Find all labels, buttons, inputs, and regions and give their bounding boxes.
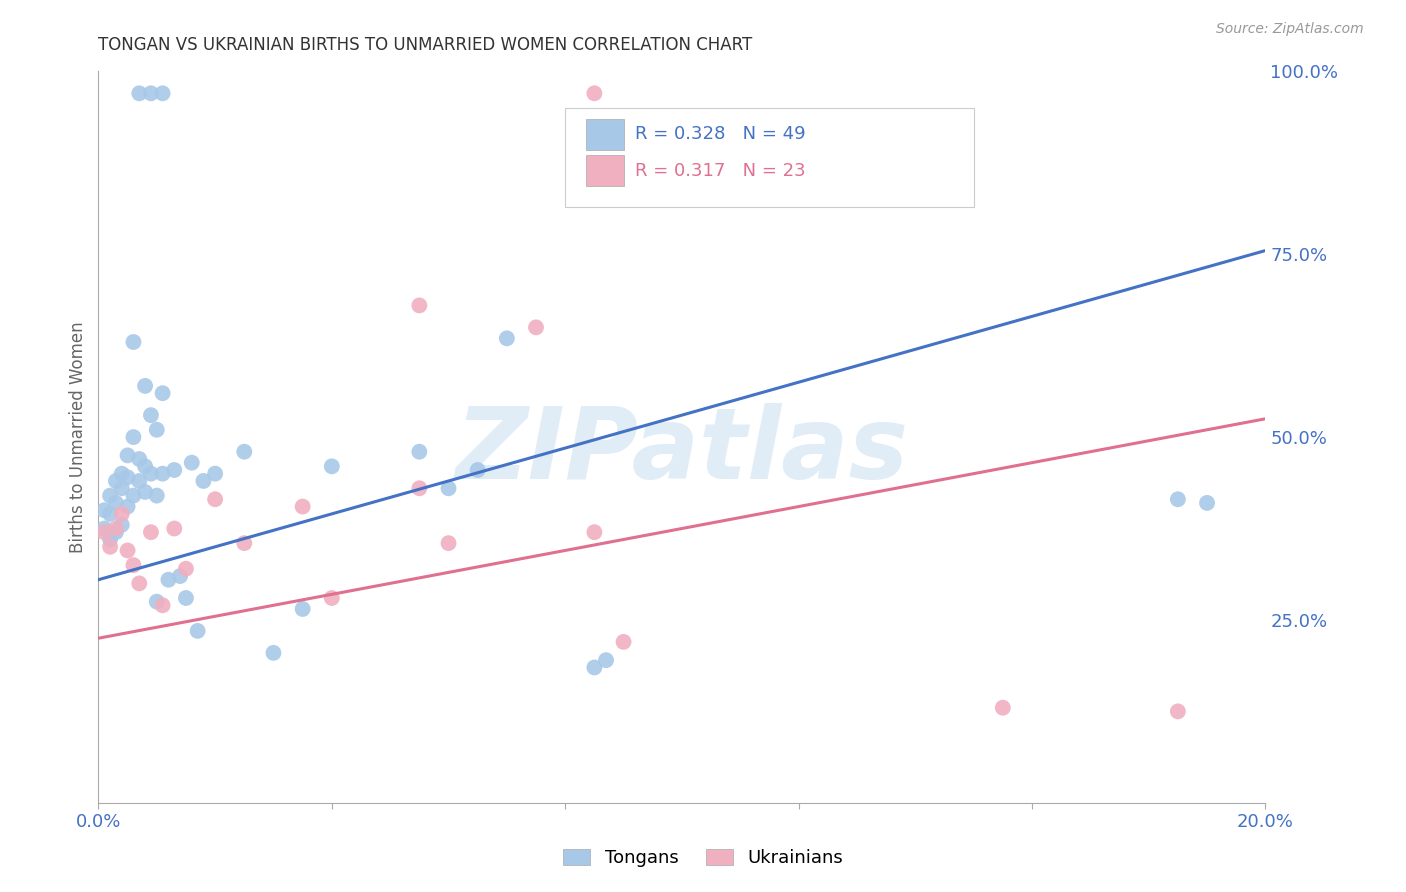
Point <box>139 87 162 101</box>
Point <box>117 470 139 484</box>
Text: R = 0.328   N = 49: R = 0.328 N = 49 <box>636 125 806 144</box>
Point <box>98 533 121 547</box>
Point <box>1167 705 1189 719</box>
Point <box>117 448 139 462</box>
Point <box>122 430 145 444</box>
Point <box>163 521 186 535</box>
Point <box>104 474 127 488</box>
Point <box>174 562 197 576</box>
FancyBboxPatch shape <box>586 119 623 150</box>
Point <box>437 536 460 550</box>
Point <box>104 525 127 540</box>
Point <box>122 334 145 349</box>
Point <box>98 540 121 554</box>
Point <box>117 543 139 558</box>
Point <box>157 573 180 587</box>
Point <box>174 591 197 605</box>
Point <box>93 503 115 517</box>
Point <box>408 298 430 312</box>
Point <box>134 459 156 474</box>
Point <box>583 87 606 101</box>
Point <box>152 386 174 401</box>
Point <box>595 653 617 667</box>
Text: ZIPatlas: ZIPatlas <box>456 403 908 500</box>
Point <box>1167 492 1189 507</box>
Point <box>128 474 150 488</box>
Point <box>98 507 121 521</box>
Point <box>233 536 256 550</box>
Point <box>169 569 191 583</box>
Point <box>291 602 314 616</box>
Point <box>583 660 606 674</box>
Point <box>152 599 174 613</box>
Point <box>146 594 169 608</box>
Point <box>128 576 150 591</box>
Point <box>117 500 139 514</box>
Point <box>104 496 127 510</box>
Point <box>104 521 127 535</box>
Point <box>467 463 489 477</box>
Text: R = 0.317   N = 23: R = 0.317 N = 23 <box>636 161 806 180</box>
Point <box>111 467 134 481</box>
Point <box>111 517 134 532</box>
Point <box>612 635 634 649</box>
Point <box>204 492 226 507</box>
Point <box>128 87 150 101</box>
Point <box>496 331 519 345</box>
Point <box>139 408 162 422</box>
Point <box>193 474 215 488</box>
Point <box>93 521 115 535</box>
Point <box>122 489 145 503</box>
Point <box>204 467 226 481</box>
FancyBboxPatch shape <box>586 155 623 186</box>
Point <box>98 489 121 503</box>
Point <box>437 481 460 495</box>
Point <box>111 507 134 521</box>
Point <box>408 444 430 458</box>
Point <box>321 591 343 605</box>
Point <box>146 489 169 503</box>
Point <box>134 379 156 393</box>
Point <box>583 525 606 540</box>
Point <box>262 646 284 660</box>
Text: Source: ZipAtlas.com: Source: ZipAtlas.com <box>1216 22 1364 37</box>
Point <box>991 700 1014 714</box>
FancyBboxPatch shape <box>565 108 973 207</box>
Point <box>146 423 169 437</box>
Point <box>122 558 145 573</box>
Y-axis label: Births to Unmarried Women: Births to Unmarried Women <box>69 321 87 553</box>
Point <box>139 467 162 481</box>
Point <box>291 500 314 514</box>
Point <box>1195 496 1218 510</box>
Point <box>111 481 134 495</box>
Point <box>233 444 256 458</box>
Point <box>524 320 547 334</box>
Point <box>152 87 174 101</box>
Point <box>128 452 150 467</box>
Point <box>321 459 343 474</box>
Point <box>152 467 174 481</box>
Point <box>408 481 430 495</box>
Point <box>180 456 202 470</box>
Text: TONGAN VS UKRAINIAN BIRTHS TO UNMARRIED WOMEN CORRELATION CHART: TONGAN VS UKRAINIAN BIRTHS TO UNMARRIED … <box>98 36 752 54</box>
Point <box>163 463 186 477</box>
Point <box>134 485 156 500</box>
Point <box>139 525 162 540</box>
Point <box>93 525 115 540</box>
Point <box>187 624 209 638</box>
Legend: Tongans, Ukrainians: Tongans, Ukrainians <box>555 841 851 874</box>
